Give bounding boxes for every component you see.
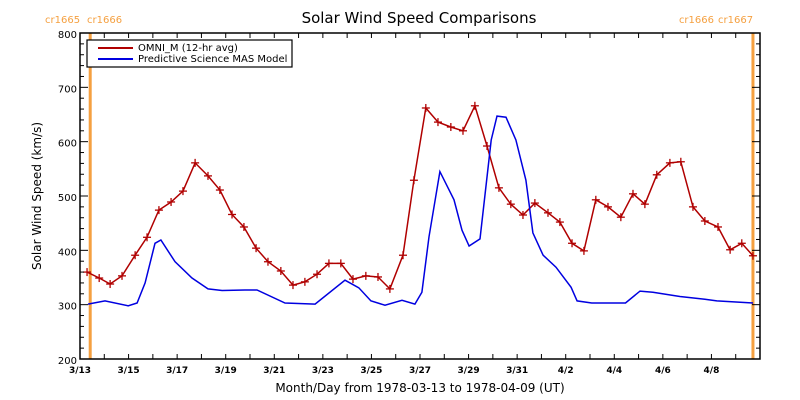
data-point-marker: [167, 197, 176, 206]
y-tick-label: 600: [58, 139, 77, 150]
data-point-marker: [433, 118, 442, 127]
cr-label-left-1: cr1665: [45, 15, 80, 26]
plot-frame: [79, 32, 761, 360]
y-tick-label: 400: [58, 247, 77, 258]
data-point-marker: [143, 233, 152, 242]
data-point-marker: [191, 158, 200, 167]
data-point-marker: [385, 284, 394, 293]
data-point-marker: [748, 251, 757, 260]
series-line-1: [87, 115, 754, 307]
x-tick-labels: 3/13 3/15 3/17 3/19 3/21 3/23 3/25 3/27 3/29 3/31…: [69, 366, 719, 376]
y-tick-label: 700: [58, 84, 77, 95]
data-point-marker: [446, 122, 455, 131]
data-point-marker: [458, 126, 467, 135]
y-tick-labels: 200 300 400 500 600 700 800: [58, 30, 77, 367]
data-point-marker: [700, 216, 709, 225]
data-point-marker: [313, 270, 322, 279]
data-point-marker: [83, 268, 92, 277]
data-point-marker: [555, 218, 564, 227]
data-point-marker: [178, 187, 187, 196]
x-tick-label: 4/4: [606, 366, 622, 376]
legend-label-omni: OMNI_M (12-hr avg): [138, 43, 238, 54]
data-point-marker: [348, 275, 357, 284]
x-tick-label: 3/17: [166, 366, 188, 376]
data-point-marker: [276, 266, 285, 275]
data-point-marker: [494, 183, 503, 192]
ticks: [79, 32, 761, 360]
data-point-marker: [336, 259, 345, 268]
data-point-marker: [652, 170, 661, 179]
data-point-marker: [591, 195, 600, 204]
data-point-marker: [470, 101, 479, 110]
data-point-marker: [506, 200, 515, 209]
data-point-marker: [324, 259, 333, 268]
data-point-marker: [118, 271, 127, 280]
x-tick-label: 3/15: [118, 366, 140, 376]
data-point-marker: [203, 171, 212, 180]
carrington-labels: cr1665 cr1666 cr1666 cr1667: [45, 15, 753, 26]
x-tick-label: 3/27: [409, 366, 431, 376]
chart-title: Solar Wind Speed Comparisons: [302, 9, 537, 27]
data-point-marker: [373, 272, 382, 281]
data-point-marker: [252, 244, 261, 253]
x-tick-label: 3/13: [69, 366, 91, 376]
data-point-marker: [409, 176, 418, 185]
x-tick-label: 3/31: [506, 366, 528, 376]
data-point-marker: [95, 274, 104, 283]
data-point-marker: [543, 208, 552, 217]
series-layer: [83, 101, 757, 307]
legend-label-mas: Predictive Science MAS Model: [138, 54, 287, 65]
data-point-marker: [263, 257, 272, 266]
x-tick-label: 3/25: [360, 366, 382, 376]
y-tick-label: 300: [58, 302, 77, 313]
data-point-marker: [713, 222, 722, 231]
data-point-marker: [726, 245, 735, 254]
data-point-marker: [603, 202, 612, 211]
series-line-0: [86, 103, 754, 291]
cr-label-right-1: cr1666: [679, 15, 714, 26]
data-point-marker: [568, 239, 577, 248]
y-tick-label: 500: [58, 193, 77, 204]
data-point-marker: [616, 213, 625, 222]
data-point-marker: [399, 251, 407, 260]
data-point-marker: [215, 186, 224, 195]
data-point-marker: [665, 158, 674, 167]
cr-label-right-2: cr1667: [718, 15, 753, 26]
data-point-marker: [530, 199, 539, 208]
y-axis-label: Solar Wind Speed (km/s): [30, 122, 44, 270]
data-point-marker: [483, 142, 492, 151]
y-tick-label: 200: [58, 356, 77, 367]
data-point-marker: [361, 271, 370, 280]
data-point-marker: [228, 210, 237, 219]
carrington-rotation-lines: [88, 33, 755, 359]
x-tick-label: 3/19: [215, 366, 237, 376]
data-point-marker: [518, 211, 527, 220]
x-tick-label: 4/8: [704, 366, 720, 376]
data-point-marker: [288, 281, 297, 290]
data-point-marker: [131, 251, 140, 260]
cr-label-left-2: cr1666: [87, 15, 122, 26]
x-tick-label: 4/2: [558, 366, 574, 376]
legend: OMNI_M (12-hr avg) Predictive Science MA…: [86, 39, 293, 68]
legend-box: [86, 39, 293, 68]
x-tick-label: 3/21: [263, 366, 285, 376]
data-point-marker: [640, 200, 649, 209]
x-tick-label: 3/23: [312, 366, 334, 376]
data-point-marker: [154, 206, 163, 215]
data-point-marker: [688, 202, 697, 211]
axes: [79, 32, 761, 360]
x-tick-label: 3/29: [458, 366, 480, 376]
data-point-marker: [239, 222, 248, 231]
data-point-marker: [628, 189, 637, 198]
data-point-marker: [421, 103, 430, 112]
data-point-marker: [579, 246, 588, 255]
data-point-marker: [106, 280, 115, 289]
data-point-marker: [676, 157, 685, 166]
x-tick-label: 4/6: [655, 366, 671, 376]
y-tick-label: 800: [58, 30, 77, 41]
data-point-marker: [737, 239, 746, 248]
data-point-marker: [300, 277, 309, 286]
x-axis-label: Month/Day from 1978-03-13 to 1978-04-09 …: [275, 381, 564, 395]
